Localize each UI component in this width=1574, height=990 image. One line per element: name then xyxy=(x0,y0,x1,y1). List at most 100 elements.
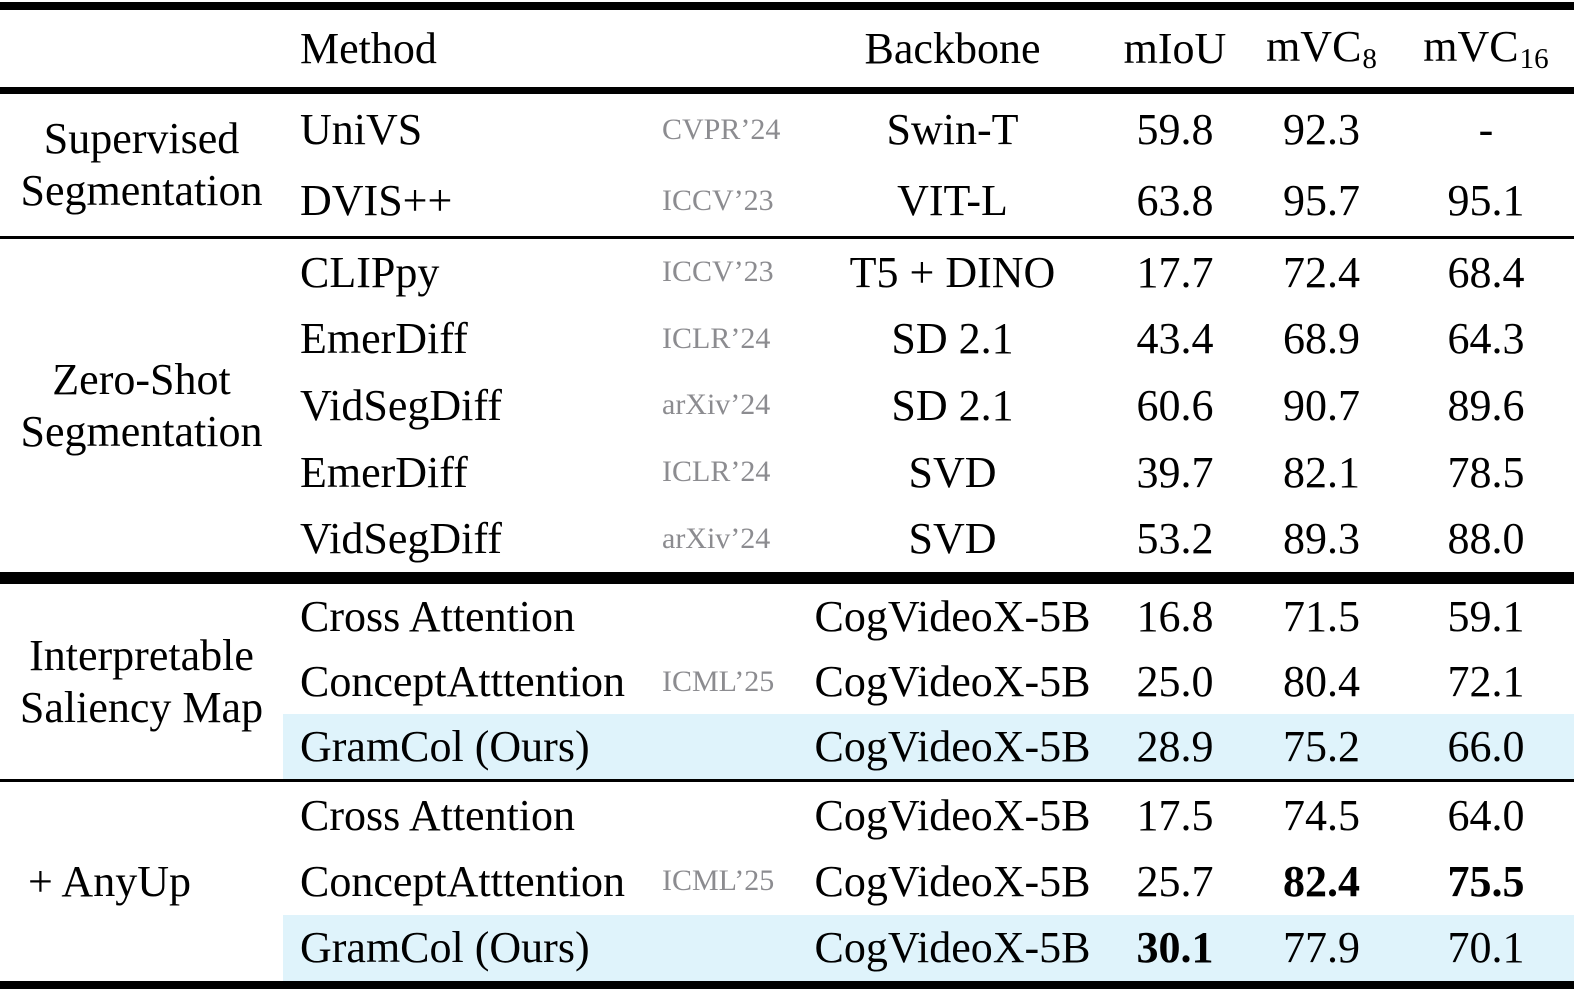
section-label: Interpretable Saliency Map xyxy=(0,584,283,779)
method-cell: UniVS xyxy=(300,105,423,154)
venue-cell: ICML’25 xyxy=(662,664,775,698)
section-rows: CLIPpy ICCV’23 T5 + DINO 17.7 72.4 68.4 … xyxy=(283,239,1574,572)
method-cell: GramCol (Ours) xyxy=(300,722,590,771)
table-row: CLIPpy ICCV’23 T5 + DINO 17.7 72.4 68.4 xyxy=(283,239,1574,306)
method-cell: GramCol (Ours) xyxy=(300,923,590,973)
backbone-cell: SD 2.1 xyxy=(891,380,1014,430)
mvc16-cell: - xyxy=(1478,105,1494,154)
table-row: EmerDiff ICLR’24 SVD 39.7 82.1 78.5 xyxy=(283,439,1574,506)
col-header-backbone: Backbone xyxy=(864,24,1041,73)
method-cell: VidSegDiff xyxy=(300,514,502,564)
section-rows: Cross Attention CogVideoX-5B 16.8 71.5 5… xyxy=(283,584,1574,779)
venue-cell: ICLR’24 xyxy=(662,321,771,355)
method-cell: Cross Attention xyxy=(300,592,576,641)
backbone-cell: SD 2.1 xyxy=(891,314,1014,364)
mvc8-cell: 71.5 xyxy=(1283,592,1360,641)
backbone-cell: VIT-L xyxy=(897,176,1008,225)
mvc8-cell: 75.2 xyxy=(1283,722,1360,771)
mvc16-cell: 64.0 xyxy=(1447,790,1525,840)
venue-cell: arXiv’24 xyxy=(662,521,771,555)
section-label-line: Saliency Map xyxy=(19,682,264,732)
miou-cell: 17.5 xyxy=(1136,790,1214,840)
table-row: GramCol (Ours) CogVideoX-5B 28.9 75.2 66… xyxy=(283,714,1574,779)
table-header: Method Backbone mIoU mVC8 mVC16 xyxy=(0,10,1574,87)
method-cell: CLIPpy xyxy=(300,247,440,297)
rule-bottom xyxy=(0,981,1574,989)
col-header-mvc8: mVC8 xyxy=(1245,21,1398,75)
rule-after-saliency xyxy=(0,779,1574,782)
method-cell: Cross Attention xyxy=(300,790,576,840)
mvc8-subscript: 8 xyxy=(1362,42,1377,75)
method-cell: ConceptAtttention xyxy=(300,657,626,706)
section-label: Supervised Segmentation xyxy=(0,94,283,236)
mvc8-cell: 74.5 xyxy=(1283,790,1360,840)
section-label-line: Segmentation xyxy=(20,406,263,456)
mvc16-cell: 68.4 xyxy=(1447,247,1525,297)
rule-top xyxy=(0,2,1574,10)
rule-after-zeroshot xyxy=(0,572,1574,584)
miou-cell: 59.8 xyxy=(1136,105,1214,154)
method-cell: ConceptAtttention xyxy=(300,856,626,906)
miou-cell: 25.0 xyxy=(1136,657,1214,706)
mvc16-subscript: 16 xyxy=(1519,42,1549,75)
table-row: Cross Attention CogVideoX-5B 16.8 71.5 5… xyxy=(283,584,1574,649)
method-cell: EmerDiff xyxy=(300,314,468,364)
miou-cell: 25.7 xyxy=(1136,856,1214,906)
backbone-cell: CogVideoX-5B xyxy=(814,923,1091,973)
rule-after-supervised xyxy=(0,236,1574,239)
table-row: ConceptAtttention ICML’25 CogVideoX-5B 2… xyxy=(283,649,1574,714)
venue-cell: arXiv’24 xyxy=(662,388,771,422)
venue-cell: ICCV’23 xyxy=(662,255,774,289)
table-row: VidSegDiff arXiv’24 SD 2.1 60.6 90.7 89.… xyxy=(283,372,1574,439)
miou-cell: 39.7 xyxy=(1136,447,1214,497)
mvc8-cell: 68.9 xyxy=(1283,314,1360,364)
backbone-cell: CogVideoX-5B xyxy=(814,856,1091,906)
table-row: GramCol (Ours) CogVideoX-5B 30.1 77.9 70… xyxy=(283,914,1574,981)
section-label-line: Segmentation xyxy=(20,166,263,215)
backbone-cell: CogVideoX-5B xyxy=(814,657,1091,706)
backbone-cell: Swin-T xyxy=(886,105,1019,154)
section-label-line: Supervised xyxy=(43,114,240,163)
venue-cell: CVPR’24 xyxy=(662,112,781,146)
mvc8-cell: 82.1 xyxy=(1283,447,1360,497)
col-header-miou: mIoU xyxy=(1123,24,1227,73)
section-label-line: Interpretable xyxy=(29,630,254,680)
miou-cell: 43.4 xyxy=(1136,314,1214,364)
section-label: Zero-Shot Segmentation xyxy=(0,239,283,572)
mvc16-cell: 78.5 xyxy=(1447,447,1525,497)
miou-cell: 30.1 xyxy=(1136,923,1214,973)
miou-cell: 28.9 xyxy=(1136,722,1214,771)
section-rows: Cross Attention CogVideoX-5B 17.5 74.5 6… xyxy=(283,782,1574,981)
mvc16-cell: 64.3 xyxy=(1447,314,1525,364)
backbone-cell: SVD xyxy=(908,447,997,497)
mvc16-base: mVC xyxy=(1423,22,1519,72)
mvc8-cell: 90.7 xyxy=(1283,380,1360,430)
section-label-line: + AnyUp xyxy=(28,856,191,906)
table-row: VidSegDiff arXiv’24 SVD 53.2 89.3 88.0 xyxy=(283,505,1574,572)
mvc8-cell: 80.4 xyxy=(1283,657,1360,706)
mvc16-cell: 95.1 xyxy=(1447,176,1525,225)
mvc16-cell: 70.1 xyxy=(1447,923,1525,973)
venue-cell: ICLR’24 xyxy=(662,455,771,489)
backbone-cell: CogVideoX-5B xyxy=(814,790,1091,840)
mvc8-cell: 77.9 xyxy=(1283,923,1360,973)
section-rows: UniVS CVPR’24 Swin-T 59.8 92.3 - DVIS++ … xyxy=(283,94,1574,236)
method-cell: DVIS++ xyxy=(300,176,453,225)
miou-cell: 60.6 xyxy=(1136,380,1214,430)
mvc8-base: mVC xyxy=(1266,22,1362,72)
backbone-cell: CogVideoX-5B xyxy=(814,592,1091,641)
venue-cell: ICCV’23 xyxy=(662,183,774,217)
mvc16-cell: 59.1 xyxy=(1447,592,1525,641)
col-header-method: Method xyxy=(300,24,437,73)
mvc16-cell: 88.0 xyxy=(1447,514,1525,564)
table-row: UniVS CVPR’24 Swin-T 59.8 92.3 - xyxy=(283,94,1574,165)
backbone-cell: T5 + DINO xyxy=(849,247,1056,297)
section-zero-shot-segmentation: Zero-Shot Segmentation CLIPpy ICCV’23 T5… xyxy=(0,239,1574,572)
mvc16-cell: 89.6 xyxy=(1447,380,1525,430)
backbone-cell: CogVideoX-5B xyxy=(814,722,1091,771)
backbone-cell: SVD xyxy=(908,514,997,564)
miou-cell: 63.8 xyxy=(1136,176,1214,225)
section-anyup: + AnyUp Cross Attention CogVideoX-5B 17.… xyxy=(0,782,1574,981)
miou-cell: 16.8 xyxy=(1136,592,1214,641)
